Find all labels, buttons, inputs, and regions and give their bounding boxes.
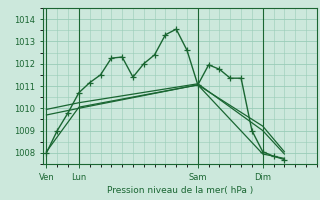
X-axis label: Pression niveau de la mer( hPa ): Pression niveau de la mer( hPa )	[107, 186, 253, 195]
